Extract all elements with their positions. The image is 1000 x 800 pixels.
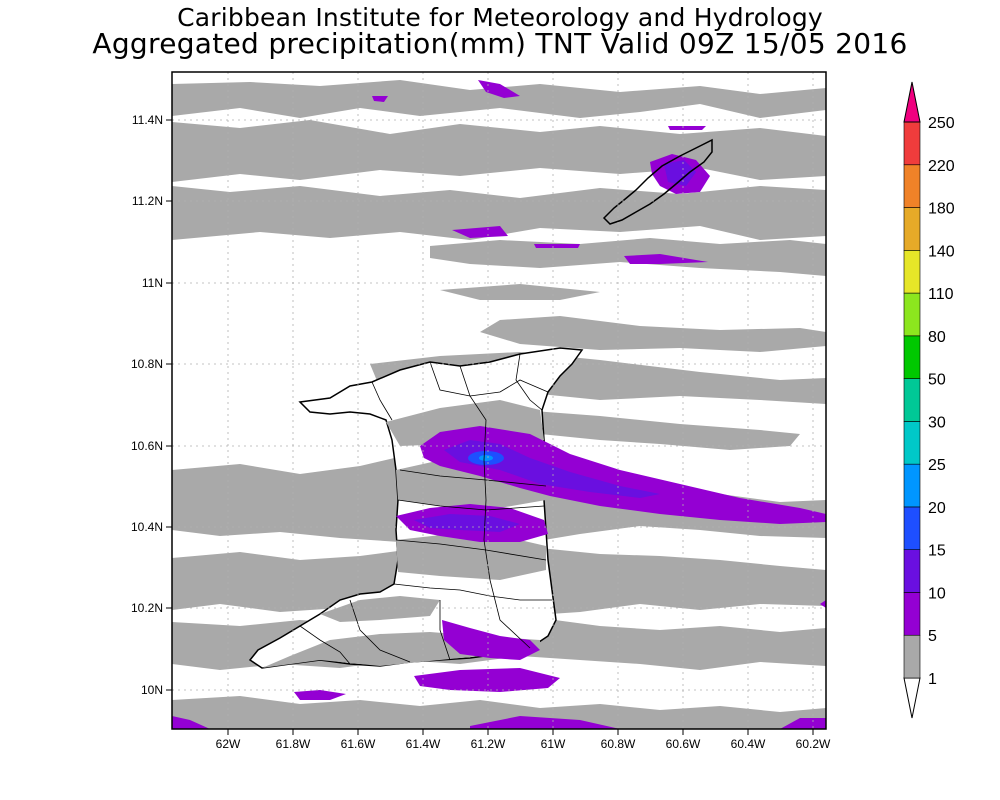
lat-tick-labels: 11.4N 11.2N 11N 10.8N 10.6N 10.4N 10.2N … xyxy=(131,113,163,697)
colorbar-swatch xyxy=(903,207,921,251)
colorbar-swatch xyxy=(903,250,921,294)
colorbar-label: 50 xyxy=(928,372,946,389)
colorbar-upper-triangle xyxy=(903,81,921,123)
tobago-outline xyxy=(602,138,713,225)
colorbar-swatch xyxy=(903,164,921,208)
lon-tick-label: 61.6W xyxy=(341,737,376,751)
colorbar-label: 25 xyxy=(928,457,946,474)
lon-tick-label: 60.8W xyxy=(601,737,636,751)
lon-tick-label: 61.4W xyxy=(406,737,441,751)
colorbar-swatch xyxy=(903,506,921,550)
colorbar-swatch xyxy=(903,463,921,508)
colorbar-lower-triangle xyxy=(903,677,921,719)
colorbar-label: 180 xyxy=(928,201,955,218)
lon-tick-label: 60.2W xyxy=(796,737,831,751)
lat-tick-label: 10.4N xyxy=(131,520,163,534)
map-title-line1: Caribbean Institute for Meteorology and … xyxy=(177,3,823,32)
colorbar-label: 15 xyxy=(928,543,946,560)
lat-tick-label: 10.8N xyxy=(131,357,163,371)
tick-marks xyxy=(166,119,814,735)
colorbar-swatch xyxy=(903,292,921,337)
colorbar-swatch xyxy=(903,549,921,593)
colorbar-label: 10 xyxy=(928,585,946,602)
lat-tick-label: 11.2N xyxy=(132,194,163,208)
lon-tick-labels: 62W 61.8W 61.6W 61.4W 61.2W 61W 60.8W 60… xyxy=(216,737,831,751)
colorbar-label: 250 xyxy=(928,115,955,132)
admin-boundaries xyxy=(299,353,552,665)
colorbar-label: 1 xyxy=(928,671,937,688)
colorbar-label: 5 xyxy=(928,628,937,645)
precipitation-fields xyxy=(172,80,826,729)
colorbar-label: 80 xyxy=(928,329,946,346)
colorbar-label: 110 xyxy=(928,286,954,303)
colorbar-swatch xyxy=(903,592,921,636)
precip-20-25mm-area xyxy=(479,455,493,461)
lat-tick-label: 11.4N xyxy=(132,113,163,127)
lon-tick-label: 62W xyxy=(216,737,241,751)
colorbar-swatch xyxy=(903,421,921,465)
lon-tick-label: 61.8W xyxy=(276,737,311,751)
colorbar-swatch xyxy=(903,121,921,166)
lon-tick-label: 61.2W xyxy=(471,737,506,751)
colorbar-label: 20 xyxy=(928,500,946,517)
lat-tick-label: 10N xyxy=(141,683,163,697)
colorbar-swatch xyxy=(903,335,921,379)
plot-frame xyxy=(171,71,827,730)
colorbar-label: 140 xyxy=(928,243,955,260)
grid-lines xyxy=(172,72,826,729)
colorbar-label: 30 xyxy=(928,414,946,431)
lat-tick-label: 10.6N xyxy=(131,439,163,453)
colorbar-swatch xyxy=(903,378,921,422)
colorbar-swatch xyxy=(903,634,921,679)
lon-tick-label: 61W xyxy=(541,737,566,751)
lat-tick-label: 10.2N xyxy=(131,601,163,615)
lon-tick-label: 60.6W xyxy=(666,737,701,751)
colorbar-label: 220 xyxy=(928,158,955,175)
lon-tick-label: 60.4W xyxy=(731,737,766,751)
map-title-line2: Aggregated precipitation(mm) TNT Valid 0… xyxy=(92,27,908,60)
lat-tick-label: 11N xyxy=(142,276,163,290)
